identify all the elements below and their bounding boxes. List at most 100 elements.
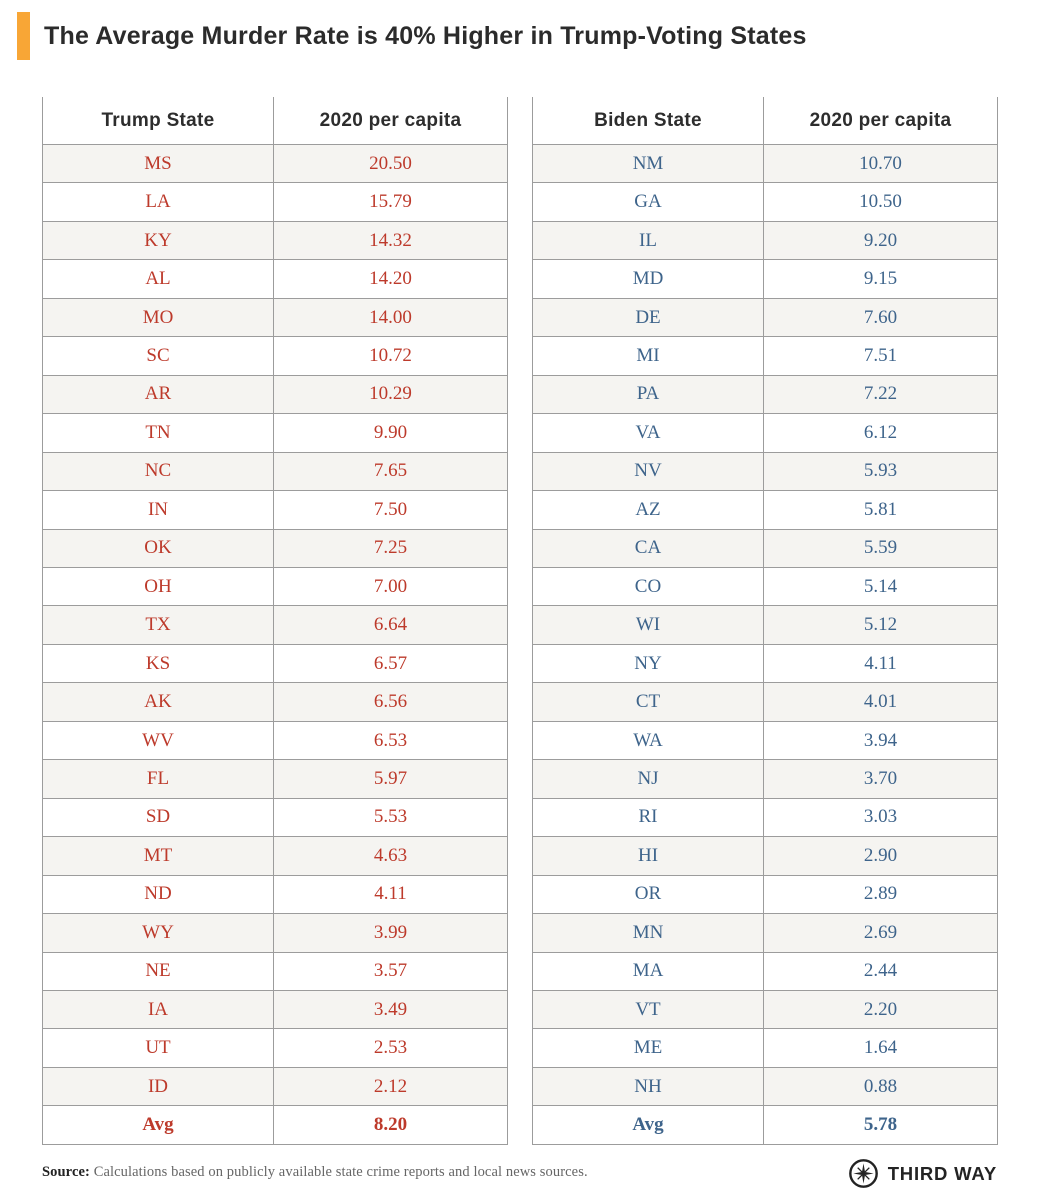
value-cell: 9.20 (863, 229, 898, 251)
avg-row: Avg 8.20 (43, 1106, 507, 1145)
value-cell: 7.25 (373, 537, 408, 559)
value-cell: 3.49 (373, 998, 408, 1020)
state-cell: UT (43, 1029, 274, 1067)
state-cell: NV (533, 452, 764, 491)
page-title: The Average Murder Rate is 40% Higher in… (44, 22, 807, 50)
table-row: IA 3.49 (43, 990, 507, 1030)
value-cell: 2.90 (863, 844, 898, 866)
table-row: VA 6.12 (533, 414, 997, 453)
state-cell: AL (43, 260, 274, 298)
state-cell: NC (43, 452, 274, 491)
table-row: MO 14.00 (43, 298, 507, 338)
table-row: AZ 5.81 (533, 491, 997, 530)
table-row: CT 4.01 (533, 683, 997, 722)
state-cell: AK (43, 683, 274, 721)
table-row: HI 2.90 (533, 837, 997, 876)
value-cell: 4.11 (864, 652, 897, 674)
state-cell: TX (43, 606, 274, 644)
table-row: VT 2.20 (533, 990, 997, 1030)
table-row: NH 0.88 (533, 1067, 997, 1107)
table-row: OH 7.00 (43, 567, 507, 607)
state-cell: MT (43, 837, 274, 875)
state-cell: NM (533, 145, 764, 183)
state-cell: NY (533, 644, 764, 683)
table-row: IN 7.50 (43, 491, 507, 530)
header: The Average Murder Rate is 40% Higher in… (17, 12, 807, 60)
table-row: WV 6.53 (43, 721, 507, 761)
table-row: NC 7.65 (43, 452, 507, 492)
value-cell: 20.50 (369, 152, 412, 174)
table-row: AK 6.56 (43, 683, 507, 722)
table-row: SC 10.72 (43, 337, 507, 376)
value-cell: 3.03 (863, 806, 898, 828)
state-cell: KY (43, 221, 274, 260)
table-row: NE 3.57 (43, 952, 507, 991)
table-row: LA 15.79 (43, 183, 507, 222)
value-cell: 2.44 (863, 960, 898, 982)
value-cell: 10.29 (369, 383, 412, 405)
value-cell: 5.78 (863, 1114, 898, 1136)
column-header-trump-rate: 2020 per capita (319, 109, 462, 131)
table-row: ME 1.64 (533, 1029, 997, 1068)
state-cell: MN (533, 914, 764, 952)
table-row: GA 10.50 (533, 183, 997, 222)
title-accent-bar (17, 12, 30, 60)
value-cell: 5.81 (863, 498, 898, 520)
state-cell: CA (533, 529, 764, 567)
state-cell: HI (533, 837, 764, 875)
table-row: MN 2.69 (533, 914, 997, 953)
value-cell: 14.20 (369, 268, 412, 290)
state-cell: ME (533, 1029, 764, 1067)
state-cell: NJ (533, 760, 764, 798)
table-row: ND 4.11 (43, 875, 507, 915)
column-header-biden-state: Biden State (533, 97, 764, 144)
tables-area: Trump State 2020 per capita MS 20.50 LA 15.… (42, 97, 998, 1145)
value-cell: 2.69 (863, 921, 898, 943)
table-row: TN 9.90 (43, 414, 507, 453)
value-cell: 0.88 (863, 1075, 898, 1097)
table-header-row: Trump State 2020 per capita (43, 97, 507, 145)
biden-table: Biden State 2020 per capita NM 10.70 GA 10.… (532, 97, 998, 1145)
state-cell: MA (533, 952, 764, 990)
state-cell: MD (533, 260, 764, 298)
state-cell: IL (533, 221, 764, 260)
value-cell: 10.72 (369, 344, 412, 366)
table-row: OK 7.25 (43, 529, 507, 568)
table-row: NM 10.70 (533, 145, 997, 184)
column-header-biden-rate: 2020 per capita (809, 109, 952, 131)
state-cell: WY (43, 914, 274, 952)
trump-table: Trump State 2020 per capita MS 20.50 LA 15.… (42, 97, 508, 1145)
table-body: NM 10.70 GA 10.50 IL 9.20 MD 9.15 DE 7.60 MI 7.51 PA… (533, 145, 997, 1145)
value-cell: 3.70 (863, 767, 898, 789)
state-cell: Avg (43, 1106, 274, 1144)
value-cell: 9.15 (863, 268, 898, 290)
state-cell: SC (43, 337, 274, 375)
column-header-trump-state: Trump State (43, 97, 274, 144)
table-row: ID 2.12 (43, 1067, 507, 1107)
table-row: TX 6.64 (43, 606, 507, 645)
state-cell: MO (43, 298, 274, 337)
compass-star-icon (848, 1159, 878, 1188)
table-row: NY 4.11 (533, 644, 997, 684)
value-cell: 15.79 (369, 191, 412, 213)
value-cell: 5.59 (863, 537, 898, 559)
table-row: MD 9.15 (533, 260, 997, 299)
value-cell: 5.53 (373, 806, 408, 828)
table-row: MS 20.50 (43, 145, 507, 184)
state-cell: KS (43, 644, 274, 683)
value-cell: 4.01 (863, 691, 898, 713)
value-cell: 4.11 (374, 883, 407, 905)
table-row: CO 5.14 (533, 567, 997, 607)
table-row: WI 5.12 (533, 606, 997, 645)
value-cell: 14.00 (369, 306, 412, 328)
table-row: AL 14.20 (43, 260, 507, 299)
state-cell: VA (533, 414, 764, 452)
value-cell: 10.50 (859, 191, 902, 213)
value-cell: 9.90 (373, 421, 408, 443)
table-row: FL 5.97 (43, 760, 507, 799)
value-cell: 1.64 (863, 1037, 898, 1059)
state-cell: DE (533, 298, 764, 337)
value-cell: 7.00 (373, 575, 408, 597)
table-row: WA 3.94 (533, 721, 997, 761)
value-cell: 3.94 (863, 729, 898, 751)
